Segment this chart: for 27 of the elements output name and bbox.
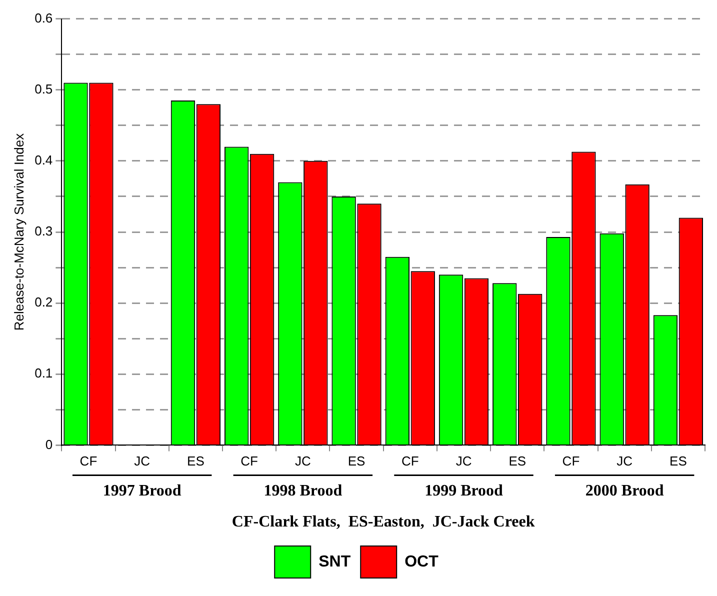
x-tick-label: JC bbox=[456, 454, 472, 469]
y-tick-label: 0.1 bbox=[34, 366, 53, 381]
x-tick-label: CF bbox=[80, 454, 98, 469]
x-tick-label: JC bbox=[616, 454, 633, 469]
y-tick-label: 0.4 bbox=[34, 152, 53, 168]
y-tick-label: 0.5 bbox=[34, 81, 53, 96]
x-tick-label: ES bbox=[670, 454, 688, 469]
text: 1998 Brood bbox=[264, 482, 342, 500]
x-tick-label: ES bbox=[348, 454, 366, 469]
x-tick-label: ES bbox=[187, 454, 205, 469]
y-tick-label: 0 bbox=[45, 436, 53, 452]
x-axis-title: CF-Clark Flats, ES-Easton, JC-Jack Creek bbox=[232, 514, 535, 531]
legend-label: SNT bbox=[318, 553, 351, 570]
x-tick-label: CF bbox=[401, 454, 419, 469]
x-tick-label: JC bbox=[134, 454, 150, 469]
x-tick-label: CF bbox=[240, 454, 258, 469]
legend-label: OCT bbox=[404, 553, 439, 570]
x-tick-label: CF bbox=[562, 454, 580, 469]
y-tick-label: 0.3 bbox=[34, 224, 53, 239]
x-tick-label: JC bbox=[294, 454, 311, 469]
x-tick-label: ES bbox=[508, 454, 526, 469]
y-tick-label: 0.6 bbox=[34, 10, 53, 26]
y-axis-title: Release-to-McNary Survival Index bbox=[11, 132, 26, 331]
y-tick-label: 0.2 bbox=[34, 294, 53, 310]
text: 1997 Brood bbox=[102, 482, 182, 500]
text: 1999 Brood bbox=[424, 482, 504, 500]
text: 2000 Brood bbox=[585, 482, 664, 500]
